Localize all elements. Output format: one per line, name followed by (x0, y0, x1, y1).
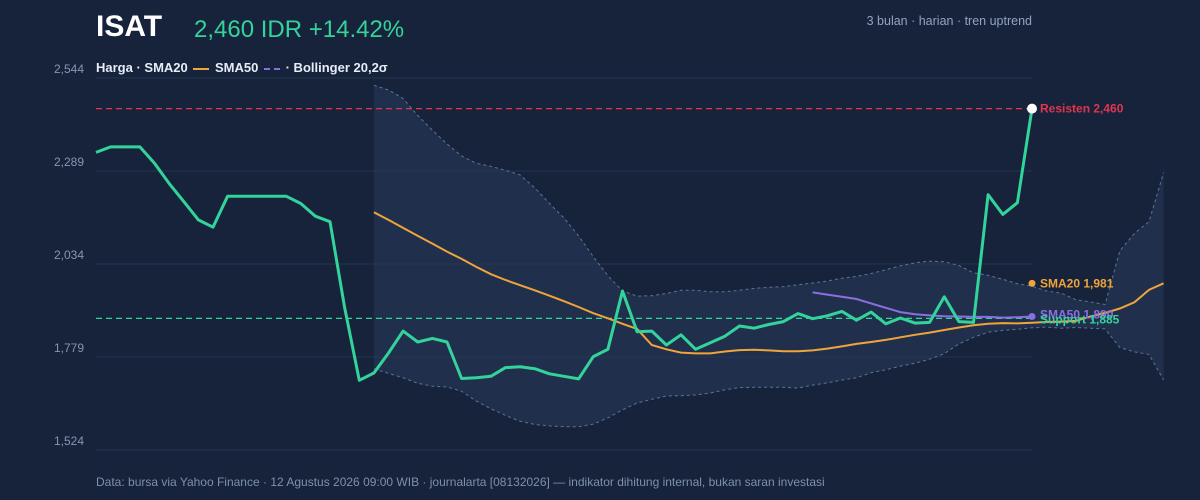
support-label: Support 1,885 (1040, 312, 1120, 326)
price-line (95, 108, 1034, 382)
level-lines (96, 108, 1032, 319)
price-end-dot (1027, 103, 1037, 114)
resistance-label: Resisten 2,460 (1040, 102, 1124, 116)
ticker-symbol: ISAT (96, 10, 163, 43)
chart-legend: Harga · SMA20 SMA50 · Bollinger 20,2σ (96, 60, 388, 75)
sma20-end-label: SMA20 1,981 (1040, 276, 1114, 290)
chart-meta: 3 bulan · harian · tren uptrend (866, 14, 1032, 28)
price-change: 2,460 IDR +14.42% (194, 16, 405, 43)
legend-bollinger-label: · Bollinger 20,2σ (285, 60, 388, 75)
legend-sma50-label: SMA50 (215, 60, 259, 75)
legend-bollinger-swatch (263, 67, 280, 70)
end-labels: Resisten 2,460 SMA20 1,981 SMA50 1,890Supp… (1040, 102, 1124, 327)
bollinger-area (373, 85, 1164, 427)
sma50-end-dot (1028, 313, 1036, 321)
legend-sma20-swatch (193, 67, 210, 70)
data-source-footer: Data: bursa via Yahoo Finance · 12 Agust… (96, 475, 825, 489)
sma50-line (812, 291, 1033, 319)
sma50-end-label: SMA50 1,890 (1040, 308, 1114, 322)
legend-price-label: Harga · SMA20 (96, 60, 188, 75)
bollinger-band (373, 84, 1165, 428)
sma20-end-dot (1028, 279, 1036, 287)
y-tick-label: 2,034 (54, 248, 84, 262)
series-lines (95, 103, 1165, 382)
sma20-line (373, 211, 1165, 355)
y-tick-label: 1,779 (54, 341, 84, 355)
y-tick-label: 2,289 (54, 155, 84, 169)
y-tick-label: 1,524 (54, 434, 84, 448)
bollinger-lower-line (373, 326, 1165, 428)
y-tick-label: 2,544 (54, 62, 84, 76)
